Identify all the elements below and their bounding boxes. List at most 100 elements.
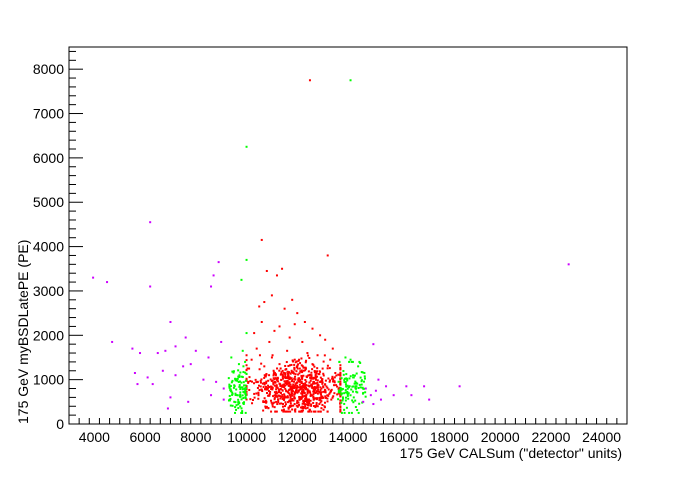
data-point bbox=[290, 389, 293, 392]
data-point bbox=[302, 382, 305, 385]
data-point bbox=[296, 312, 299, 315]
data-point bbox=[244, 397, 247, 400]
data-point bbox=[269, 378, 272, 381]
data-point bbox=[361, 371, 364, 374]
data-point bbox=[567, 263, 570, 266]
data-point bbox=[238, 385, 241, 388]
data-point bbox=[313, 385, 316, 388]
data-point bbox=[276, 403, 279, 406]
data-point bbox=[363, 375, 366, 378]
data-point bbox=[326, 254, 329, 257]
data-point bbox=[238, 384, 241, 387]
data-point bbox=[295, 404, 298, 407]
x-tick-label: 14000 bbox=[329, 429, 368, 445]
data-point bbox=[354, 386, 357, 389]
data-point bbox=[299, 370, 302, 373]
data-point bbox=[296, 367, 299, 370]
data-point bbox=[279, 367, 282, 370]
data-point bbox=[309, 384, 312, 387]
data-point bbox=[304, 388, 307, 391]
data-point bbox=[344, 356, 347, 359]
data-point bbox=[257, 384, 260, 387]
data-point bbox=[352, 401, 355, 404]
data-point bbox=[306, 388, 309, 391]
data-point bbox=[241, 394, 244, 397]
data-point bbox=[156, 352, 159, 355]
data-point bbox=[305, 359, 308, 362]
data-point bbox=[315, 403, 318, 406]
data-point bbox=[322, 360, 325, 363]
data-point bbox=[339, 391, 342, 394]
data-point bbox=[301, 402, 304, 405]
data-point bbox=[302, 369, 305, 372]
data-point bbox=[265, 382, 268, 385]
data-point bbox=[296, 401, 299, 404]
data-point bbox=[249, 398, 252, 401]
data-point bbox=[287, 376, 290, 379]
data-point bbox=[276, 376, 279, 379]
data-point bbox=[276, 378, 279, 381]
data-point bbox=[241, 349, 244, 352]
data-point bbox=[285, 390, 288, 393]
data-point bbox=[212, 274, 215, 277]
data-point bbox=[356, 409, 359, 412]
y-tick-label: 2000 bbox=[33, 327, 64, 343]
data-point bbox=[288, 336, 291, 339]
data-point bbox=[245, 354, 248, 357]
data-point bbox=[271, 354, 274, 357]
data-point bbox=[301, 405, 304, 408]
data-point bbox=[304, 379, 307, 382]
data-point bbox=[273, 397, 276, 400]
data-point bbox=[283, 396, 286, 399]
data-point bbox=[284, 372, 287, 375]
data-point bbox=[311, 394, 314, 397]
data-point bbox=[458, 385, 461, 388]
data-point bbox=[347, 397, 350, 400]
data-point bbox=[313, 387, 316, 390]
data-point bbox=[314, 386, 317, 389]
data-point bbox=[237, 369, 240, 372]
data-point bbox=[331, 396, 334, 399]
data-point bbox=[359, 386, 362, 389]
data-point bbox=[277, 388, 280, 391]
data-point bbox=[287, 364, 290, 367]
data-point bbox=[279, 383, 282, 386]
data-point bbox=[308, 385, 311, 388]
data-point bbox=[290, 371, 293, 374]
x-axis-title: 175 GeV CALSum ("detector" units) bbox=[400, 445, 622, 461]
data-point bbox=[182, 365, 185, 368]
data-point bbox=[339, 364, 342, 367]
data-point bbox=[245, 359, 248, 362]
data-point bbox=[301, 365, 304, 368]
data-point bbox=[276, 395, 279, 398]
data-point bbox=[317, 410, 320, 413]
data-point bbox=[284, 403, 287, 406]
data-point bbox=[270, 294, 273, 297]
data-point bbox=[332, 395, 335, 398]
data-point bbox=[302, 385, 305, 388]
data-point bbox=[257, 397, 260, 400]
data-point bbox=[307, 384, 310, 387]
data-point bbox=[295, 360, 298, 363]
data-point bbox=[344, 389, 347, 392]
data-point bbox=[314, 371, 317, 374]
x-tick-label: 20000 bbox=[481, 429, 520, 445]
data-point bbox=[290, 380, 293, 383]
data-point bbox=[257, 392, 260, 395]
data-point bbox=[340, 401, 343, 404]
data-point bbox=[274, 410, 277, 413]
data-point bbox=[273, 371, 276, 374]
data-point bbox=[309, 399, 312, 402]
data-point bbox=[161, 369, 164, 372]
data-point bbox=[289, 377, 292, 380]
data-point bbox=[231, 391, 234, 394]
data-point bbox=[344, 383, 347, 386]
data-point bbox=[362, 400, 365, 403]
data-point bbox=[301, 340, 304, 343]
data-point bbox=[287, 375, 290, 378]
data-point bbox=[307, 389, 310, 392]
data-point bbox=[292, 387, 295, 390]
data-point bbox=[274, 377, 277, 380]
data-point bbox=[245, 398, 248, 401]
data-point bbox=[289, 399, 292, 402]
